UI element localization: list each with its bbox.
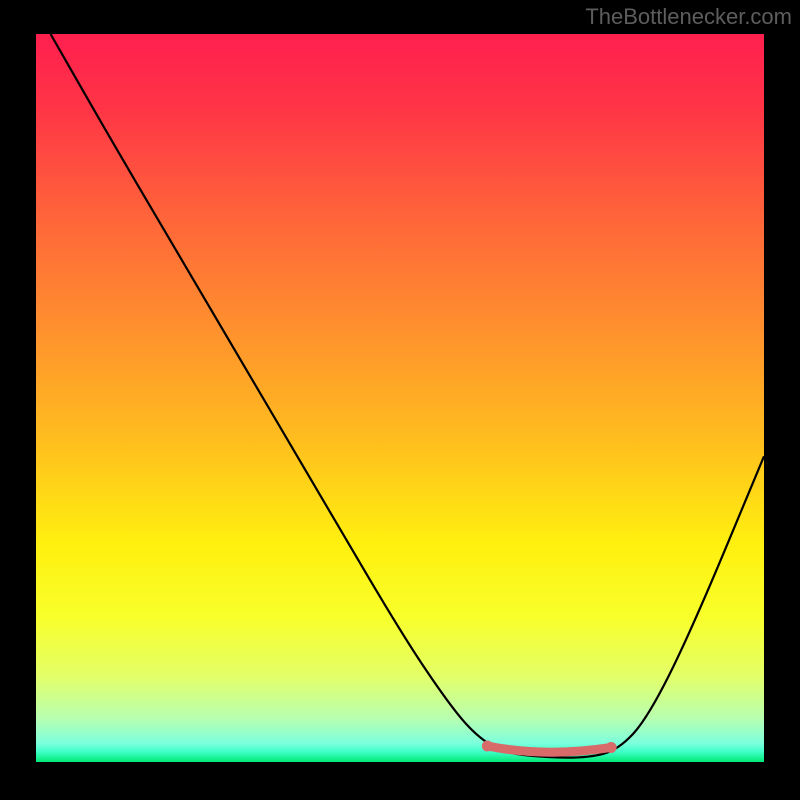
gradient-background	[36, 34, 764, 762]
chart-container: { "watermark": { "text": "TheBottlenecke…	[0, 0, 800, 800]
trough-endpoint-left	[482, 740, 493, 751]
trough-endpoint-right	[606, 742, 617, 753]
watermark-text: TheBottlenecker.com	[585, 4, 792, 30]
bottleneck-chart	[0, 0, 800, 800]
